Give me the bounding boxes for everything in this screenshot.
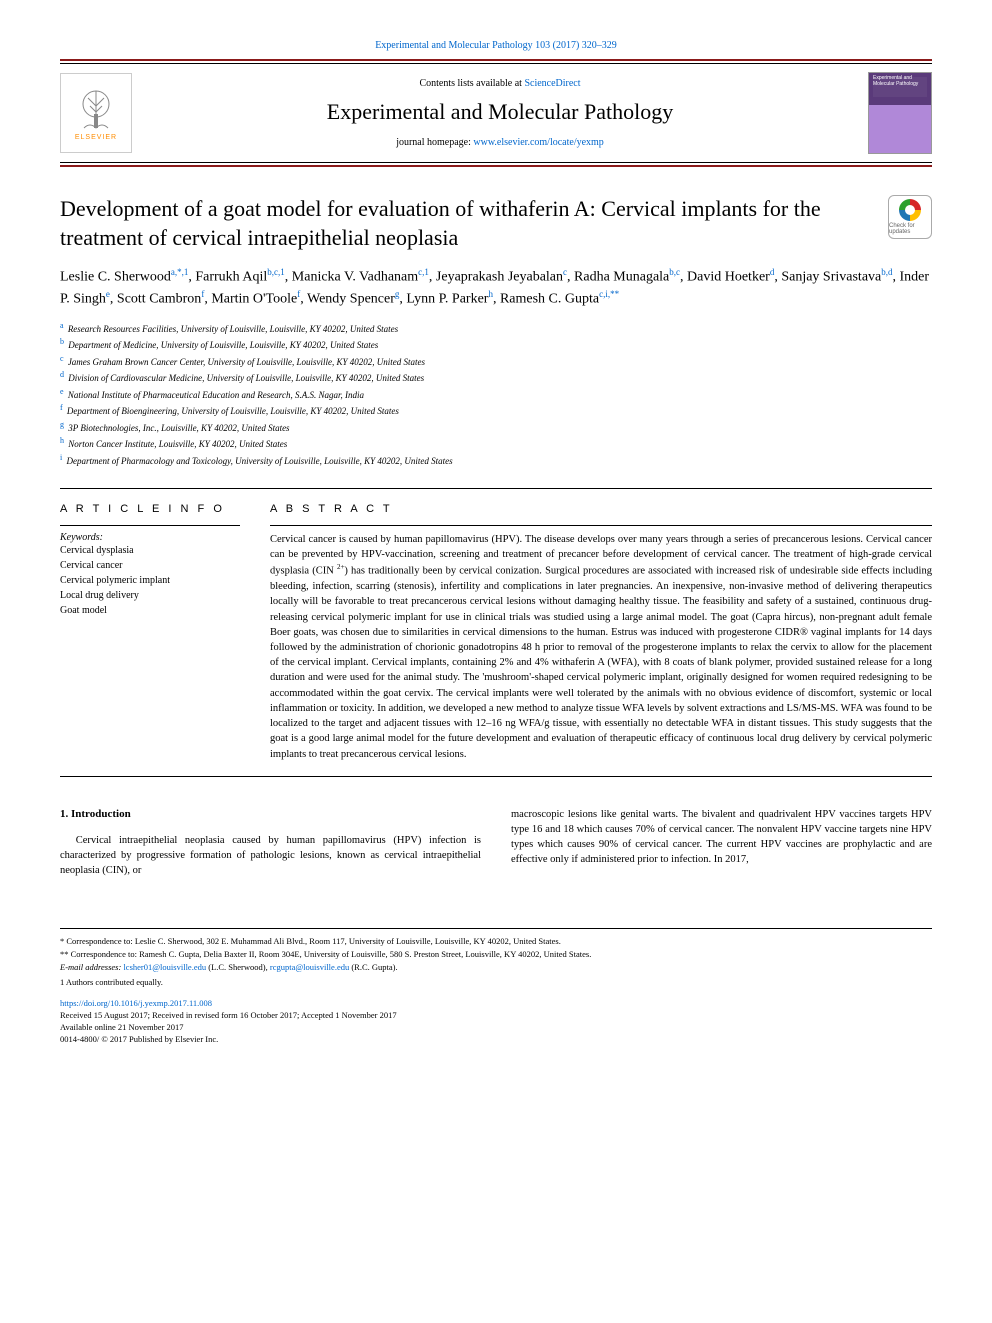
rule-mid-thin — [60, 162, 932, 163]
affiliation-item: g 3P Biotechnologies, Inc., Louisville, … — [60, 419, 932, 436]
intro-para-2: macroscopic lesions like genital warts. … — [511, 807, 932, 868]
correspondence-1: * Correspondence to: Leslie C. Sherwood,… — [60, 935, 932, 948]
affiliation-item: i Department of Pharmacology and Toxicol… — [60, 452, 932, 469]
section-divider-1 — [60, 488, 932, 489]
keyword-item: Local drug delivery — [60, 588, 240, 603]
elsevier-logo: ELSEVIER — [60, 73, 132, 153]
email-line: E-mail addresses: lcsher01@louisville.ed… — [60, 961, 932, 974]
rule-top — [60, 59, 932, 61]
running-header: Experimental and Molecular Pathology 103… — [60, 40, 932, 51]
journal-cover-thumb: Experimental and Molecular Pathology — [868, 72, 932, 154]
crossmark-badge[interactable]: Check for updates — [888, 195, 932, 239]
keyword-item: Goat model — [60, 603, 240, 618]
doi-link[interactable]: https://doi.org/10.1016/j.yexmp.2017.11.… — [60, 998, 212, 1008]
homepage-prefix: journal homepage: — [396, 137, 473, 148]
crossmark-icon — [899, 199, 921, 221]
email-who-2: (R.C. Gupta). — [349, 962, 397, 972]
doi-block: https://doi.org/10.1016/j.yexmp.2017.11.… — [60, 998, 932, 1046]
affiliation-item: c James Graham Brown Cancer Center, Univ… — [60, 353, 932, 370]
email-who-1: (L.C. Sherwood), — [206, 962, 270, 972]
keyword-item: Cervical cancer — [60, 558, 240, 573]
masthead: ELSEVIER Contents lists available at Sci… — [60, 66, 932, 160]
abstract-text: Cervical cancer is caused by human papil… — [270, 532, 932, 762]
elsevier-tree-icon — [76, 86, 116, 132]
received-line: Received 15 August 2017; Received in rev… — [60, 1010, 932, 1022]
contents-line: Contents lists available at ScienceDirec… — [144, 78, 856, 89]
intro-heading: 1. Introduction — [60, 807, 481, 823]
keywords-list: Cervical dysplasiaCervical cancerCervica… — [60, 543, 240, 618]
masthead-center: Contents lists available at ScienceDirec… — [144, 78, 856, 148]
intro-column-left: 1. Introduction Cervical intraepithelial… — [60, 807, 481, 879]
email-link-1[interactable]: lcsher01@louisville.edu — [123, 962, 206, 972]
rule-top-thin — [60, 63, 932, 64]
article-info-rule — [60, 525, 240, 526]
affiliation-item: h Norton Cancer Institute, Louisville, K… — [60, 435, 932, 452]
affiliation-item: d Division of Cardiovascular Medicine, U… — [60, 369, 932, 386]
equal-contribution-note: 1 Authors contributed equally. — [60, 974, 932, 989]
abstract-column: A B S T R A C T Cervical cancer is cause… — [270, 503, 932, 762]
keywords-label: Keywords: — [60, 532, 240, 543]
elsevier-label: ELSEVIER — [75, 134, 117, 141]
email-label: E-mail addresses: — [60, 962, 123, 972]
section-divider-2 — [60, 776, 932, 777]
affiliations-list: a Research Resources Facilities, Univers… — [60, 320, 932, 469]
abstract-rule — [270, 525, 932, 526]
crossmark-label: Check for updates — [889, 223, 931, 235]
affiliation-item: f Department of Bioengineering, Universi… — [60, 402, 932, 419]
journal-name: Experimental and Molecular Pathology — [144, 99, 856, 125]
cover-label: Experimental and Molecular Pathology — [873, 76, 927, 87]
keyword-item: Cervical dysplasia — [60, 543, 240, 558]
homepage-line: journal homepage: www.elsevier.com/locat… — [144, 137, 856, 148]
article-info-column: A R T I C L E I N F O Keywords: Cervical… — [60, 503, 240, 762]
article-title: Development of a goat model for evaluati… — [60, 195, 874, 252]
email-link-2[interactable]: rcgupta@louisville.edu — [270, 962, 349, 972]
online-line: Available online 21 November 2017 — [60, 1022, 932, 1034]
correspondence-2: ** Correspondence to: Ramesh C. Gupta, D… — [60, 948, 932, 961]
intro-column-right: macroscopic lesions like genital warts. … — [511, 807, 932, 879]
affiliation-item: e National Institute of Pharmaceutical E… — [60, 386, 932, 403]
affiliation-item: a Research Resources Facilities, Univers… — [60, 320, 932, 337]
affiliation-item: b Department of Medicine, University of … — [60, 336, 932, 353]
equal-text: 1 Authors contributed equally. — [60, 976, 163, 986]
author-list: Leslie C. Sherwooda,*,1, Farrukh Aqilb,c… — [60, 266, 932, 309]
intro-para-1: Cervical intraepithelial neoplasia cause… — [60, 833, 481, 879]
contents-prefix: Contents lists available at — [419, 78, 524, 89]
keyword-item: Cervical polymeric implant — [60, 573, 240, 588]
footnotes: * Correspondence to: Leslie C. Sherwood,… — [60, 928, 932, 988]
abstract-heading: A B S T R A C T — [270, 503, 932, 515]
homepage-link[interactable]: www.elsevier.com/locate/yexmp — [473, 137, 603, 148]
article-info-heading: A R T I C L E I N F O — [60, 503, 240, 515]
copyright-line: 0014-4800/ © 2017 Published by Elsevier … — [60, 1034, 932, 1046]
sciencedirect-link[interactable]: ScienceDirect — [524, 78, 580, 89]
rule-mid — [60, 165, 932, 167]
